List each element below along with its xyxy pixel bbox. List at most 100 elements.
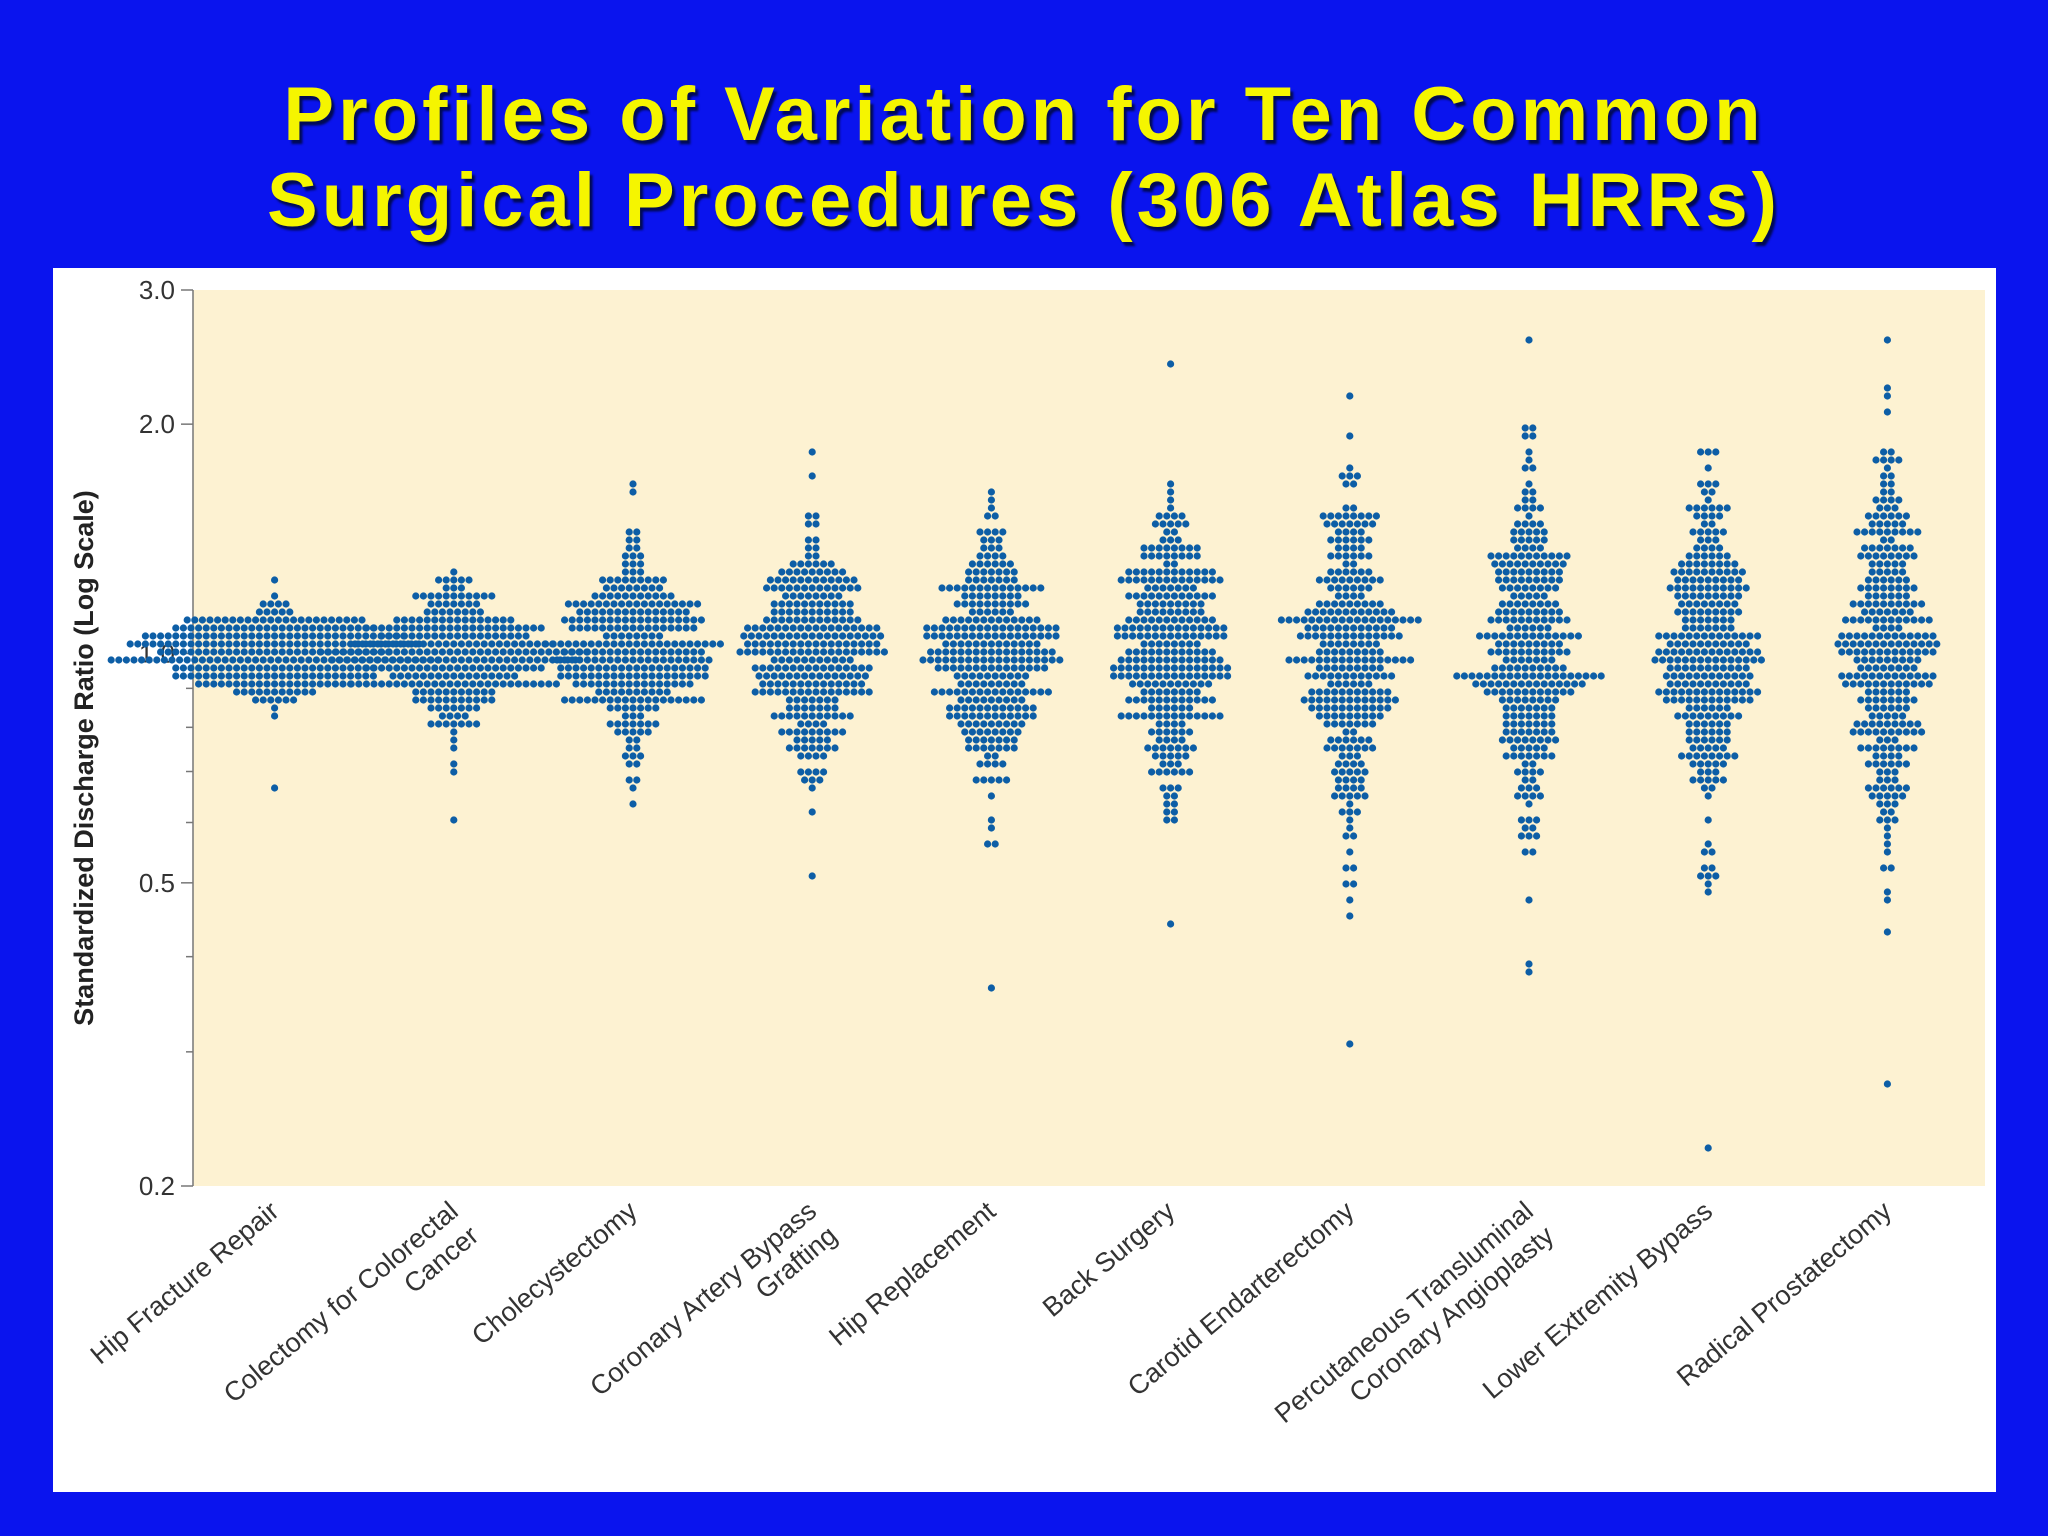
data-point (1327, 552, 1335, 560)
data-point (1708, 736, 1716, 744)
data-point (1693, 552, 1701, 560)
data-point (572, 680, 580, 688)
data-point (591, 592, 599, 600)
data-point (1738, 696, 1746, 704)
data-point (1037, 688, 1045, 696)
data-point (1697, 624, 1705, 632)
data-point (476, 608, 484, 616)
data-point (1708, 560, 1716, 568)
data-point (1880, 584, 1888, 592)
data-point (1899, 544, 1907, 552)
data-point (1872, 664, 1880, 672)
data-point (1552, 688, 1560, 696)
data-point (393, 680, 401, 688)
data-point (442, 640, 450, 648)
data-point (1727, 624, 1735, 632)
data-point (290, 696, 298, 704)
data-point (1334, 608, 1342, 616)
data-point (1727, 712, 1735, 720)
data-point (858, 624, 866, 632)
data-point (972, 664, 980, 672)
data-point (1857, 640, 1865, 648)
data-point (831, 616, 839, 624)
data-point (1544, 624, 1552, 632)
data-point (1544, 560, 1552, 568)
data-point (1864, 616, 1872, 624)
data-point (1708, 728, 1716, 736)
data-point (1186, 648, 1194, 656)
data-point (1544, 672, 1552, 680)
data-point (1742, 680, 1750, 688)
data-point (804, 544, 813, 552)
data-point (1700, 704, 1708, 712)
data-point (804, 592, 813, 600)
data-point (808, 712, 816, 720)
data-point (770, 616, 778, 624)
data-point (1689, 576, 1697, 584)
data-point (682, 624, 690, 632)
data-point (1022, 704, 1030, 712)
data-point (480, 656, 488, 664)
data-point (1529, 848, 1537, 856)
data-point (1022, 584, 1030, 592)
data-point (858, 664, 866, 672)
data-point (1544, 664, 1552, 672)
beeswarm-chart: 0.20.51.02.03.0 Standardized Discharge R… (69, 275, 1985, 1429)
data-point (1521, 664, 1529, 672)
data-point (286, 608, 294, 616)
data-point (1883, 544, 1891, 552)
data-point (1872, 592, 1880, 600)
data-point (537, 624, 545, 632)
data-point (1323, 616, 1331, 624)
data-point (1376, 616, 1384, 624)
data-point (667, 696, 675, 704)
data-point (759, 688, 767, 696)
data-point (968, 624, 977, 632)
data-point (1510, 592, 1518, 600)
data-point (1029, 712, 1037, 720)
data-point (1704, 624, 1712, 632)
data-point (1506, 624, 1514, 632)
data-point (229, 616, 237, 624)
data-point (1357, 552, 1365, 560)
data-point (1517, 656, 1525, 664)
data-point (980, 664, 988, 672)
data-point (930, 624, 939, 632)
data-point (1876, 720, 1884, 728)
data-point (865, 648, 873, 656)
data-point (1182, 632, 1190, 640)
data-point (652, 720, 660, 728)
data-point (1681, 584, 1689, 592)
data-point (1521, 696, 1529, 704)
data-point (804, 520, 813, 528)
data-point (138, 656, 146, 664)
data-point (1186, 640, 1194, 648)
data-point (1140, 688, 1148, 696)
data-point (1357, 736, 1365, 744)
data-point (850, 688, 858, 696)
data-point (1891, 520, 1899, 528)
data-point (991, 712, 999, 720)
data-point (1155, 592, 1163, 600)
data-point (694, 672, 702, 680)
data-point (389, 640, 397, 648)
data-point (793, 736, 801, 744)
data-point (1338, 808, 1346, 816)
data-point (701, 672, 709, 680)
data-point (938, 632, 946, 640)
data-point (1006, 704, 1015, 712)
data-point (1052, 632, 1060, 640)
data-point (625, 680, 633, 688)
data-point (473, 672, 481, 680)
data-point (1659, 656, 1667, 664)
data-point (1708, 688, 1716, 696)
data-point (1723, 560, 1731, 568)
data-point (1540, 576, 1548, 584)
data-point (450, 688, 458, 696)
data-point (1346, 824, 1354, 832)
data-point (1342, 624, 1350, 632)
data-point (195, 632, 203, 640)
data-point (621, 720, 630, 728)
data-point (991, 512, 999, 520)
data-point (561, 648, 569, 656)
